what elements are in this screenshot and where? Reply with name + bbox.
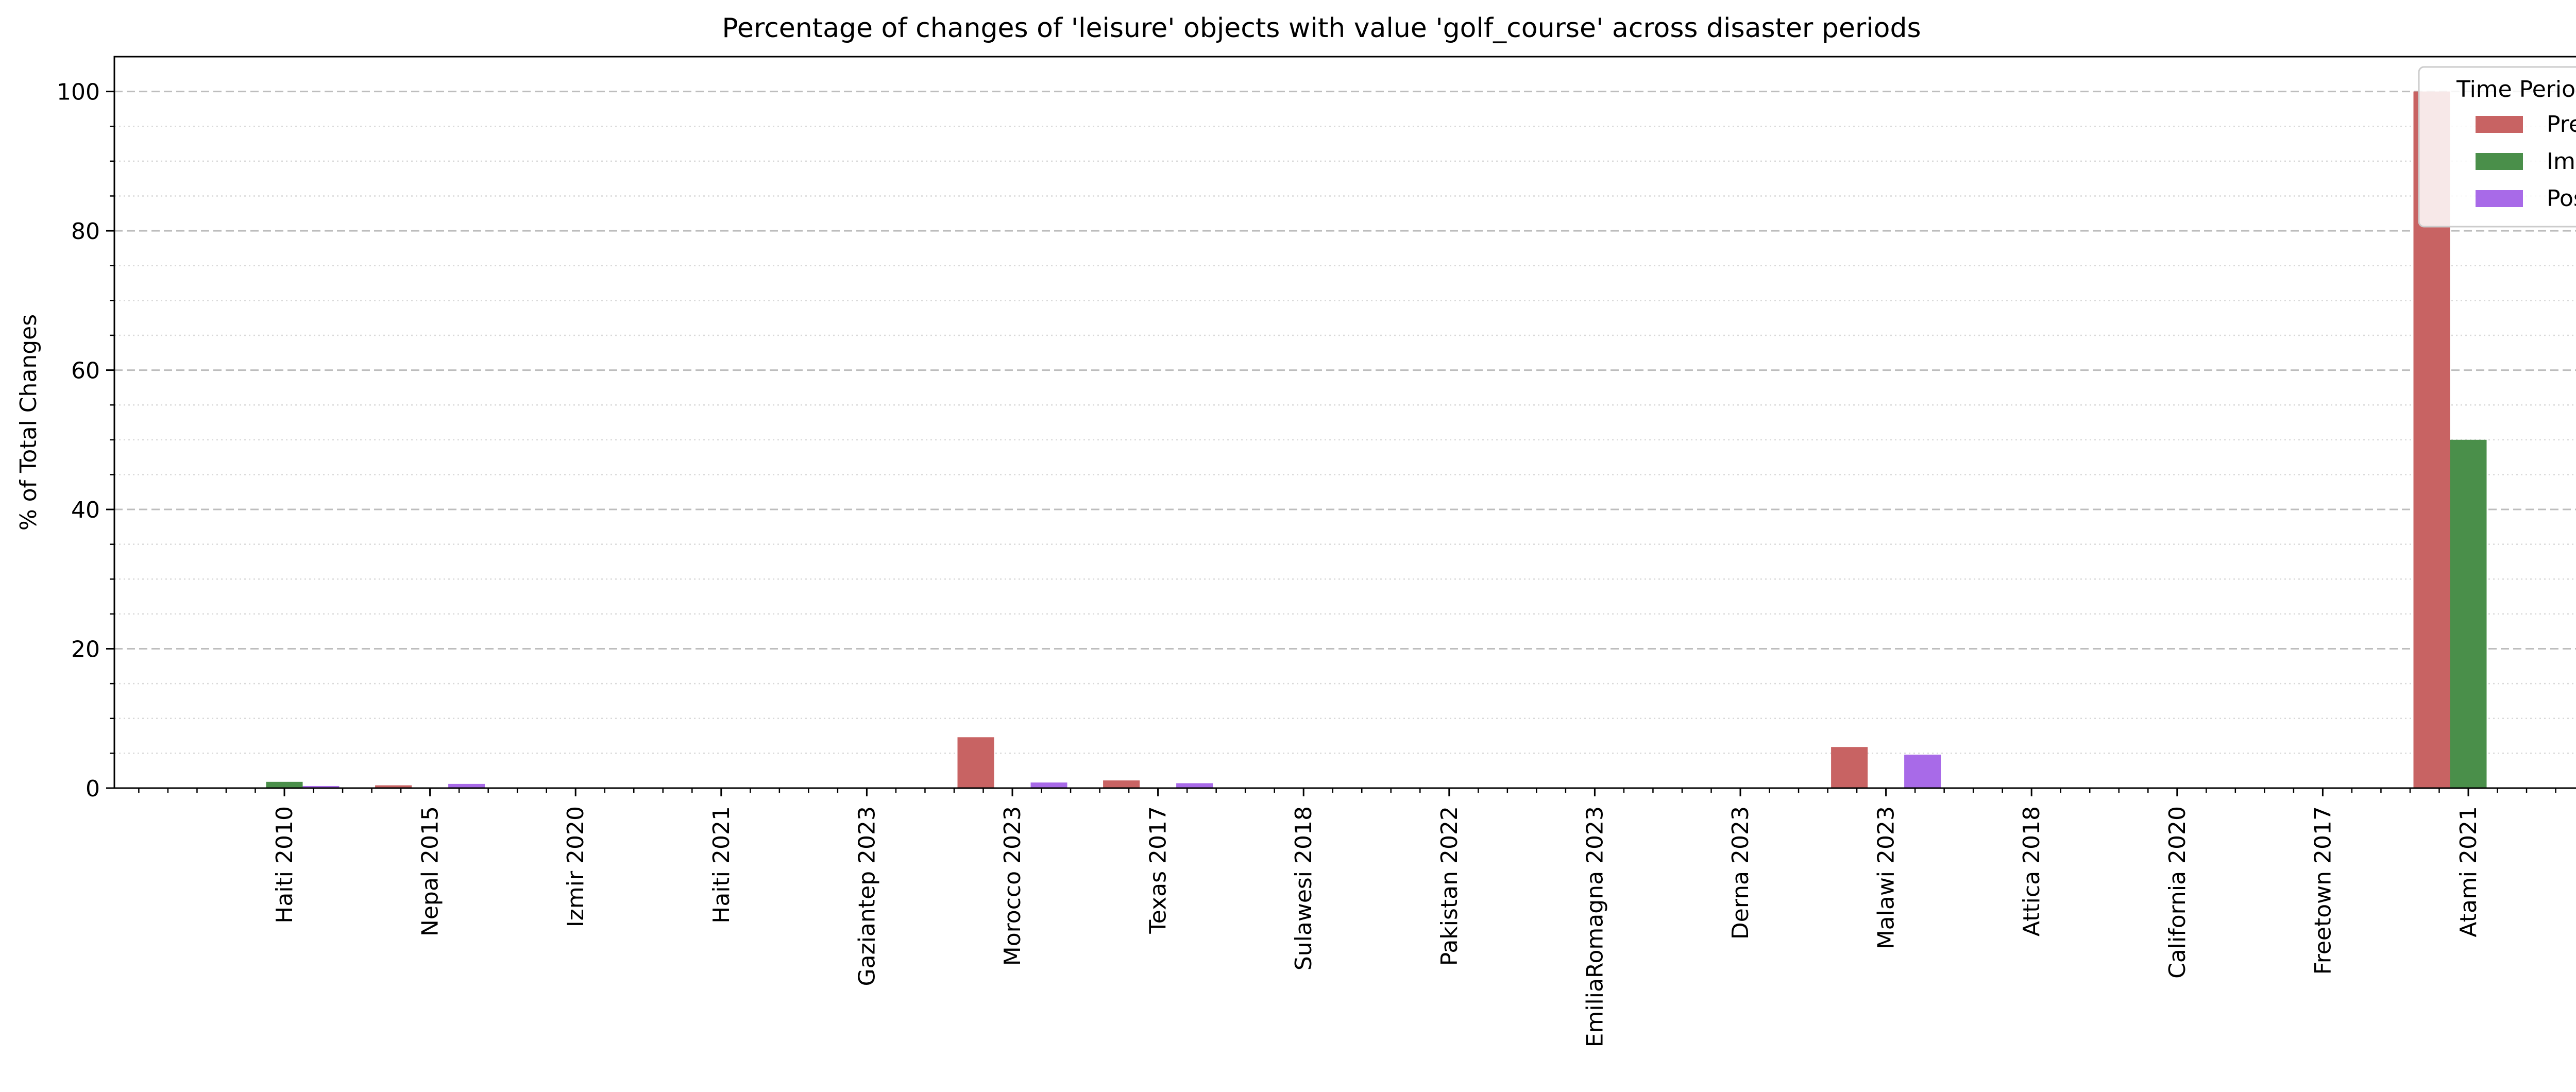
x-tick-label: Sulawesi 2018 <box>1291 806 1317 970</box>
x-tick-label: Pakistan 2022 <box>1436 806 1463 966</box>
y-tick-label: 80 <box>71 218 100 245</box>
bar-post <box>1176 783 1213 788</box>
legend-label-pre: Pre <box>2547 111 2576 138</box>
x-tick-label: Haiti 2021 <box>708 806 735 924</box>
y-tick-label: 60 <box>71 358 100 384</box>
x-tick-label: Attica 2018 <box>2019 806 2045 936</box>
x-tick-label: Haiti 2010 <box>272 806 298 924</box>
bar-imm <box>266 781 303 788</box>
x-tick-label: Nepal 2015 <box>417 806 444 936</box>
legend: Time Period Pre Imm Post <box>2418 66 2576 228</box>
bar-imm <box>2450 439 2487 788</box>
bar-pre <box>1103 780 1140 788</box>
legend-title: Time Period <box>2456 76 2576 103</box>
x-tick-label: EmiliaRomagna 2023 <box>1582 806 1608 1047</box>
bar-post <box>1904 755 1941 788</box>
legend-box <box>2418 66 2576 228</box>
legend-label-post: Post <box>2547 185 2576 212</box>
y-axis-label: % of Total Changes <box>15 314 42 531</box>
bar-post <box>448 783 485 788</box>
y-tick-label: 0 <box>86 776 100 802</box>
bar-pre <box>1831 747 1868 788</box>
x-tick-label: Texas 2017 <box>1145 806 1172 934</box>
x-tick-label: Atami 2021 <box>2455 806 2482 937</box>
x-tick-label: Derna 2023 <box>1727 806 1754 940</box>
x-tick-label: Gaziantep 2023 <box>854 806 880 986</box>
legend-swatch-pre <box>2476 116 2523 133</box>
bar-post <box>302 786 340 788</box>
legend-swatch-post <box>2476 190 2523 207</box>
x-tick-label: Morocco 2023 <box>999 806 1026 966</box>
grid-layer <box>114 91 2576 754</box>
y-tick-label: 100 <box>57 79 100 106</box>
x-tick-label: Malawi 2023 <box>1873 806 1900 949</box>
bar-pre <box>375 785 412 788</box>
x-tick-label: California 2020 <box>2164 806 2191 979</box>
bar-pre <box>957 737 994 788</box>
legend-swatch-imm <box>2476 153 2523 170</box>
x-tick-label: Izmir 2020 <box>563 806 589 927</box>
axes-layer: 0 20 40 60 80 100 Haiti 2010 Nepal 2015 Izmir 20… <box>57 56 2576 1047</box>
legend-label-imm: Imm <box>2547 148 2576 175</box>
y-tick-label: 20 <box>71 637 100 663</box>
y-tick-label: 40 <box>71 497 100 523</box>
x-tick-label: Freetown 2017 <box>2310 806 2336 975</box>
chart-title: Percentage of changes of 'leisure' objec… <box>722 13 1921 44</box>
plot-frame <box>113 56 2576 789</box>
bar-post <box>1030 782 1067 788</box>
